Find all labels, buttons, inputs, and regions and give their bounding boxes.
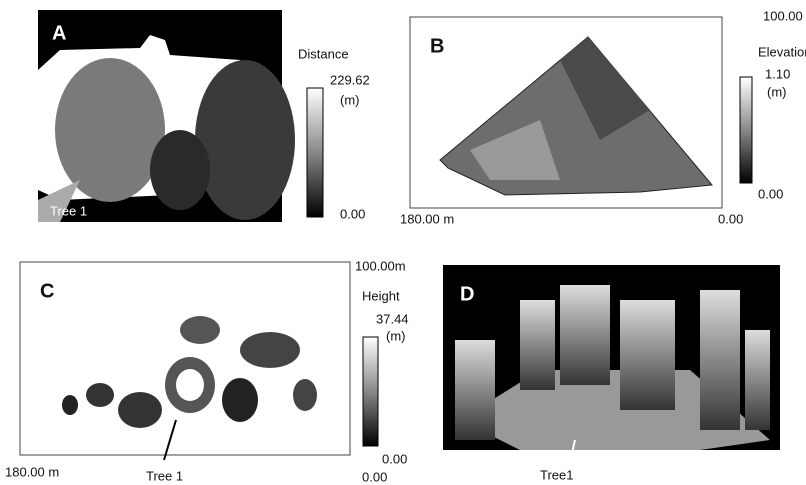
annotation: Tree1 [540,467,573,482]
spike [700,290,740,430]
spike [745,330,770,430]
colorbar-max: 229.62 [330,72,370,87]
axis-label: 180.00 m [400,211,454,226]
colorbar-title: Height [362,288,400,303]
colorbar-min: 0.00 [340,206,365,221]
colorbar-title: Elevation [758,44,806,59]
colorbar-unit: (m) [767,84,787,99]
canopy [240,332,300,368]
spike [620,300,675,410]
colorbar-min: 0.00 [758,186,783,201]
axis-label: 180.00 m [5,464,59,479]
spike [560,285,610,385]
tree-blob [150,130,210,210]
colorbar-unit: (m) [386,328,406,343]
colorbar-title: Distance [298,46,349,61]
spike [455,340,495,440]
colorbar [740,77,752,183]
colorbar [363,337,378,446]
colorbar-min: 0.00 [382,451,407,466]
spike [520,300,555,390]
canopy [86,383,114,407]
colorbar-max: 37.44 [376,311,409,326]
panel-label: D [460,283,474,305]
tree-crown [176,369,204,401]
axis-label: 100.00m [355,258,406,273]
tree-blob [55,58,165,202]
colorbar [307,88,323,217]
canopy [62,395,78,415]
figure: A Tree 1 Distance 229.62 (m) 0.00 B 100.… [0,0,806,485]
panel-b: B 100.00 m Elevation 1.10 (m) 0.00 180.0… [400,8,806,226]
axis-label: 0.00 [718,211,743,226]
axis-label: 100.00 m [763,8,806,23]
panel-c: C 100.00m Height 37.44 (m) 0.00 180.00 m… [5,258,409,484]
canopy [222,378,258,422]
axis-label: 0.00 [362,469,387,484]
panel-a: A Tree 1 Distance 229.62 (m) 0.00 [38,10,370,222]
canopy [180,316,220,344]
canopy [293,379,317,411]
annotation: Tree 1 [146,468,183,483]
panel-d: D Tree1 [443,265,780,482]
panel-label: B [430,35,444,57]
tree-blob [195,60,295,220]
colorbar-max: 1.10 [765,66,790,81]
colorbar-unit: (m) [340,92,360,107]
panel-label: C [40,280,54,302]
annotation: Tree 1 [50,203,87,218]
panel-label: A [52,22,66,44]
canopy [118,392,162,428]
